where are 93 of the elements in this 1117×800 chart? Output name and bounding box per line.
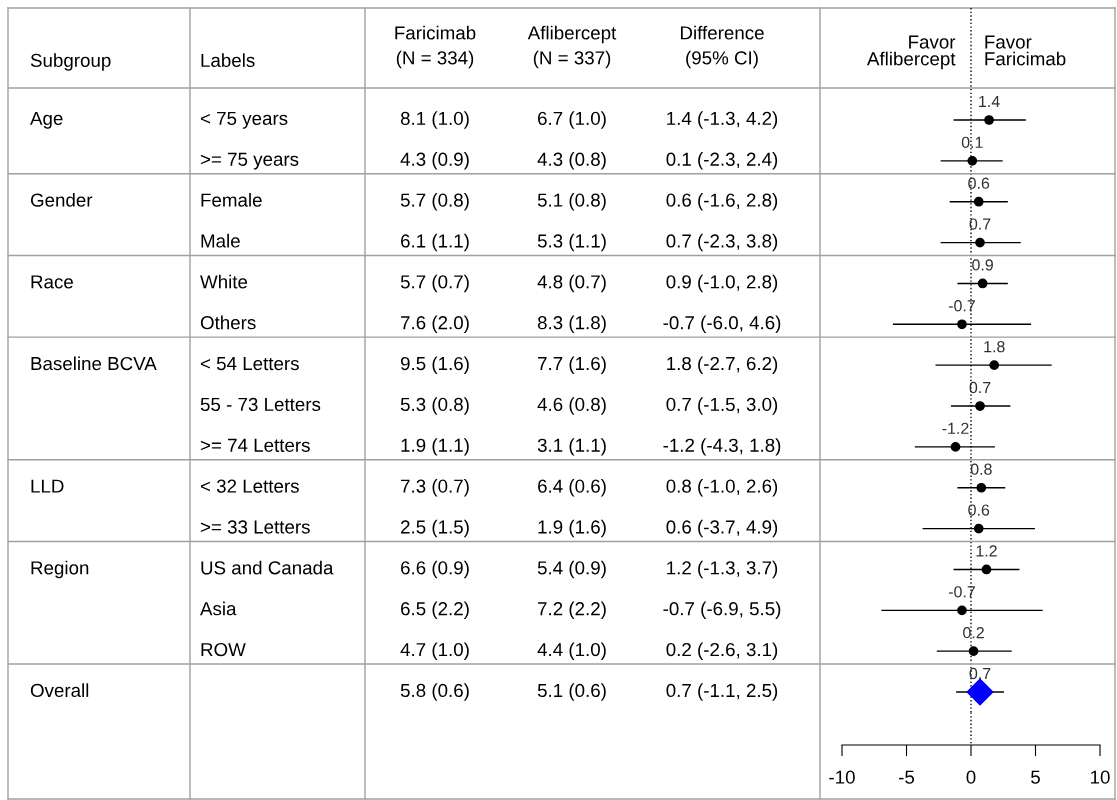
text: 5.4 (0.9) [537, 560, 606, 579]
text: 1.9 (1.1) [401, 438, 469, 456]
text: 1.4 (-1.3, 4.2) [667, 111, 778, 129]
text: 7.3 (0.7) [401, 479, 469, 497]
text: >= 33 Letters [200, 520, 310, 534]
data-label: 0.7 [969, 667, 991, 680]
text: Age [30, 111, 63, 129]
data-label: -1.2 [942, 422, 969, 434]
text: Overall [30, 683, 89, 698]
x-tick-label: 5 [1031, 770, 1040, 784]
text: < 54 Letters [200, 357, 299, 371]
data-label: 1.4 [979, 95, 1000, 107]
text: US and Canada [201, 560, 334, 575]
text: 6.7 (1.0) [538, 111, 606, 129]
text: 5.7 (0.7) [400, 274, 469, 293]
text: 7.6 (2.0) [401, 315, 469, 334]
text: -1.2 (-4.3, 1.8) [663, 438, 781, 456]
text: Asia [200, 601, 237, 616]
text: Favor Faricimab [985, 35, 1066, 66]
x-tick-label: -10 [829, 770, 855, 784]
text: >= 74 Letters [200, 438, 310, 452]
text: 4.3 (0.8) [537, 152, 606, 170]
category-label: Subgroup [30, 53, 111, 71]
text: 1.9 (1.6) [538, 519, 606, 538]
text: 8.3 (1.8) [537, 315, 606, 334]
x-tick-label: 0 [966, 770, 976, 784]
text: 8.1 (1.0) [400, 111, 469, 129]
text: Favor Aflibercept [866, 35, 956, 70]
text: 0.6 (-3.7, 4.9) [666, 519, 778, 538]
text: 7.7 (1.6) [538, 356, 606, 374]
text: -0.7 (-6.9, 5.5) [663, 601, 781, 620]
text: Others [200, 315, 256, 330]
text: 0.7 (-2.3, 3.8) [666, 233, 778, 252]
data-label: 0.1 [961, 136, 983, 148]
text: 4.4 (1.0) [537, 642, 606, 660]
text: Region [31, 560, 89, 579]
text: 0.2 (-2.6, 3.1) [666, 642, 778, 660]
text: White [200, 274, 248, 289]
text: 9.5 (1.6) [400, 356, 469, 374]
text: 0.6 (-1.6, 2.8) [666, 192, 778, 211]
text: 5.8 (0.6) [400, 683, 469, 701]
text: 55 - 73 Letters [200, 397, 321, 412]
text: >= 75 years [200, 152, 299, 170]
text: 6.4 (0.6) [538, 479, 606, 497]
data-label: 1.2 [976, 545, 997, 557]
data-label: 0.7 [969, 381, 991, 394]
text: LLD [31, 479, 64, 493]
data-label: 1.8 [984, 340, 1005, 353]
text: Gender [30, 192, 93, 207]
text: 0.7 (-1.5, 3.0) [666, 397, 778, 415]
text: 4.7 (1.0) [400, 642, 469, 660]
data-label: 0.2 [963, 627, 984, 639]
data-label: -0.7 [948, 586, 975, 598]
data-label: 0.6 [968, 177, 990, 189]
x-tick-label: 10 [1091, 770, 1110, 784]
text: 5.3 (0.8) [400, 397, 469, 415]
text: 4.6 (0.8) [537, 397, 606, 415]
text: 6.1 (1.1) [401, 233, 469, 252]
category-label: Labels [201, 53, 255, 68]
text: 3.1 (1.1) [537, 438, 606, 456]
text: 0.9 (-1.0, 2.8) [666, 274, 778, 293]
data-label: 0.6 [968, 504, 990, 516]
data-label: 0.8 [970, 463, 992, 475]
text: < 75 years [200, 111, 288, 129]
data-label: 0.9 [972, 259, 993, 271]
category-label: Difference (95% CI) [680, 25, 764, 69]
text: Male [201, 233, 240, 248]
text: < 32 Letters [200, 479, 299, 493]
data-label: -0.7 [948, 300, 975, 312]
text: 5.7 (0.8) [400, 192, 469, 211]
text: 0.7 (-1.1, 2.5) [666, 683, 778, 701]
text: -0.7 (-6.0, 4.6) [663, 315, 781, 334]
text: Baseline BCVA [31, 356, 157, 371]
text: ROW [201, 642, 246, 657]
text: 1.2 (-1.3, 3.7) [667, 560, 778, 579]
data-label: 0.7 [969, 218, 991, 230]
text: 5.1 (0.8) [537, 192, 606, 211]
category-label: Aflibercept (N = 337) [527, 25, 617, 69]
text: 4.3 (0.9) [400, 152, 469, 170]
text: 1.8 (-2.7, 6.2) [667, 356, 778, 374]
text: 0.1 (-2.3, 2.4) [666, 152, 778, 170]
category-label: Faricimab (N = 334) [395, 25, 476, 69]
text: 2.5 (1.5) [401, 519, 469, 538]
text: 4.8 (0.7) [537, 274, 606, 293]
x-tick-label: -5 [899, 770, 915, 784]
text: 7.2 (2.2) [538, 601, 606, 620]
text: 6.5 (2.2) [401, 601, 469, 620]
text: 5.3 (1.1) [537, 233, 606, 252]
text: Female [201, 192, 262, 207]
text: 6.6 (0.9) [401, 560, 469, 579]
text: Race [31, 275, 73, 289]
text: 5.1 (0.6) [537, 683, 606, 701]
text: 0.8 (-1.0, 2.6) [666, 479, 778, 497]
